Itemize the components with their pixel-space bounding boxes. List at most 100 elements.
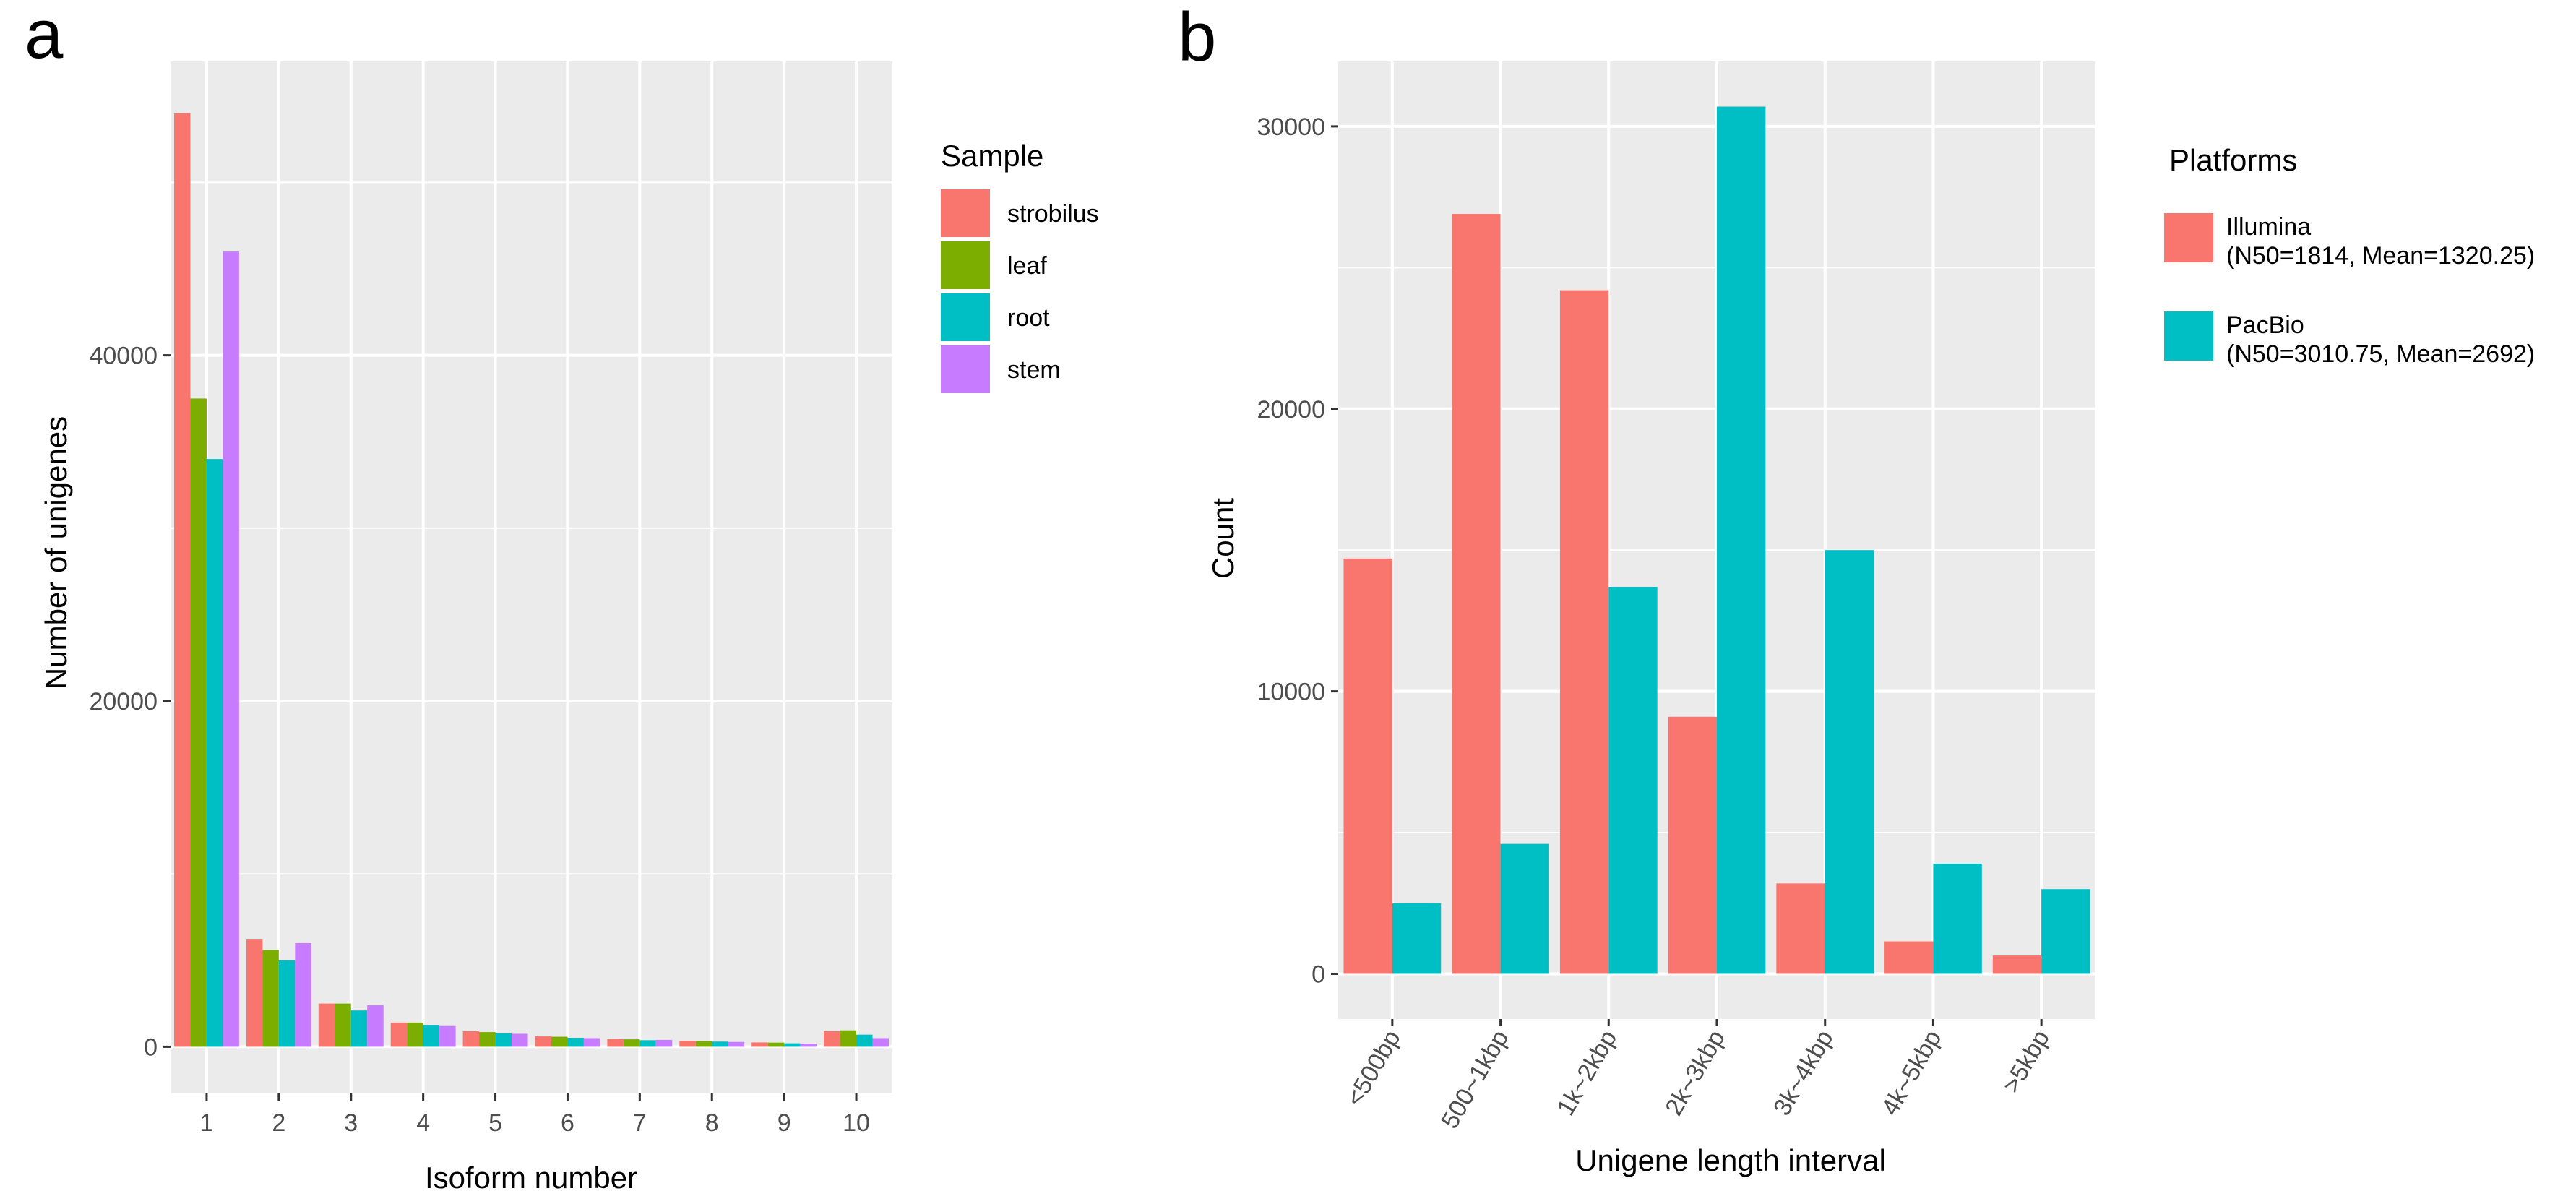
panel-a-letter: a <box>25 0 64 73</box>
chart-a-y-axis-title: Number of unigenes <box>39 416 73 689</box>
chart-a-legend: Sample strobilus leaf root stem <box>941 139 1099 393</box>
y-tick-label: 30000 <box>1257 113 1325 141</box>
bar-strobilus-8 <box>679 1041 696 1047</box>
legend-key-strobilus <box>941 189 990 237</box>
chart-b-legend-title: Platforms <box>2169 143 2297 177</box>
bar-strobilus-6 <box>535 1036 551 1047</box>
legend-key-root <box>941 293 990 341</box>
bar-leaf-2 <box>262 950 279 1047</box>
x-tick-label: >5kbp <box>1997 1025 2055 1098</box>
chart-b: 0 10000 20000 30000 <500bp 500~1kbp 1k~2kbp 2k… <box>1206 61 2535 1177</box>
bar-illumina-500-1kbp <box>1452 214 1501 974</box>
x-tick-label: 4 <box>416 1109 430 1137</box>
bar-leaf-1 <box>190 398 207 1047</box>
bar-stem-1 <box>223 251 239 1047</box>
x-tick-label: 6 <box>561 1109 574 1137</box>
legend-label-stem: stem <box>1007 356 1061 384</box>
legend-key-illumina <box>2164 213 2213 262</box>
chart-a-y-axis: 0 20000 40000 <box>89 343 171 1061</box>
x-tick-label: 2k~3kbp <box>1660 1025 1731 1120</box>
bar-leaf-3 <box>335 1003 351 1047</box>
x-tick-label: <500bp <box>1341 1025 1406 1111</box>
bar-illumina-5kbp <box>1992 955 2042 974</box>
x-tick-label: 9 <box>777 1109 791 1137</box>
bar-stem-5 <box>512 1033 528 1047</box>
bar-root-4 <box>423 1025 440 1047</box>
bar-pacbio-500-1kbp <box>1500 843 1549 974</box>
bar-strobilus-5 <box>462 1031 480 1047</box>
bar-leaf-4 <box>407 1022 423 1047</box>
bar-strobilus-2 <box>246 939 263 1047</box>
bar-root-8 <box>712 1041 728 1047</box>
legend-label-illumina: Illumina <box>2226 213 2311 241</box>
bar-stem-2 <box>295 942 311 1047</box>
y-tick-label: 20000 <box>1257 396 1325 423</box>
legend-key-pacbio <box>2164 311 2213 361</box>
bar-root-5 <box>495 1033 512 1047</box>
panel-b-letter: b <box>1178 0 1216 76</box>
x-tick-label: 8 <box>705 1109 719 1137</box>
bar-leaf-5 <box>479 1032 496 1047</box>
bar-root-7 <box>639 1040 656 1047</box>
bar-stem-6 <box>583 1038 600 1047</box>
legend-label-root: root <box>1007 304 1050 332</box>
bar-root-9 <box>784 1043 801 1047</box>
bar-stem-3 <box>367 1005 384 1047</box>
y-tick-label: 20000 <box>89 688 158 715</box>
bar-pacbio-1k-2kbp <box>1608 586 1658 974</box>
bar-root-2 <box>278 960 296 1047</box>
bar-leaf-9 <box>767 1042 785 1047</box>
legend-sublabel-pacbio: (N50=3010.75, Mean=2692) <box>2226 340 2535 368</box>
chart-b-y-axis-title: Count <box>1206 498 1240 579</box>
x-tick-label: 10 <box>843 1109 870 1137</box>
bar-pacbio-4k-5kbp <box>1933 864 1982 974</box>
x-tick-label: 3k~4kbp <box>1768 1025 1839 1120</box>
bar-leaf-10 <box>840 1030 857 1047</box>
chart-b-x-axis: <500bp 500~1kbp 1k~2kbp 2k~3kbp 3k~4kbp 4k~5k… <box>1341 1019 2055 1133</box>
bar-stem-10 <box>872 1038 889 1047</box>
bar-strobilus-3 <box>318 1003 335 1047</box>
bar-strobilus-10 <box>824 1031 840 1047</box>
chart-a-major-gridlines <box>171 61 892 1093</box>
x-tick-label: 5 <box>488 1109 502 1137</box>
y-tick-label: 0 <box>144 1033 158 1061</box>
legend-key-stem <box>941 345 990 393</box>
bar-illumina-500bp <box>1343 558 1392 974</box>
bar-strobilus-9 <box>751 1042 768 1047</box>
x-tick-label: 3 <box>344 1109 358 1137</box>
y-tick-label: 10000 <box>1257 679 1325 706</box>
bar-strobilus-1 <box>173 113 191 1047</box>
bar-root-1 <box>206 459 223 1047</box>
bar-pacbio-2k-3kbp <box>1717 106 1766 974</box>
bar-stem-7 <box>655 1039 673 1047</box>
legend-key-leaf <box>941 241 990 289</box>
legend-label-pacbio: PacBio <box>2226 311 2304 339</box>
bar-illumina-1k-2kbp <box>1559 290 1609 974</box>
chart-a: 0 20000 40000 1 2 3 4 5 6 7 8 9 10 Isoform number N… <box>39 61 1099 1195</box>
chart-a-bars <box>173 113 889 1047</box>
bar-root-10 <box>856 1034 873 1047</box>
chart-a-x-axis: 1 2 3 4 5 6 7 8 9 10 <box>199 1093 870 1137</box>
legend-sublabel-illumina: (N50=1814, Mean=1320.25) <box>2226 242 2535 270</box>
y-tick-label: 40000 <box>89 343 158 370</box>
chart-b-x-axis-title: Unigene length interval <box>1575 1143 1886 1177</box>
x-tick-label: 500~1kbp <box>1436 1025 1514 1133</box>
chart-a-legend-title: Sample <box>941 139 1043 173</box>
legend-label-strobilus: strobilus <box>1007 200 1099 228</box>
x-tick-label: 4k~5kbp <box>1877 1025 1947 1120</box>
chart-b-bars <box>1343 106 2090 974</box>
bar-pacbio-500bp <box>1392 903 1442 974</box>
chart-a-x-axis-title: Isoform number <box>425 1161 637 1195</box>
bar-root-3 <box>350 1010 368 1047</box>
x-tick-label: 7 <box>633 1109 647 1137</box>
bar-strobilus-4 <box>390 1022 408 1047</box>
bar-illumina-2k-3kbp <box>1668 716 1717 974</box>
chart-b-y-axis: 0 10000 20000 30000 <box>1257 113 1338 988</box>
bar-leaf-7 <box>623 1039 640 1047</box>
bar-strobilus-7 <box>607 1039 624 1047</box>
chart-a-minor-gridlines <box>171 181 892 875</box>
legend-label-leaf: leaf <box>1007 252 1047 280</box>
bar-stem-9 <box>800 1044 817 1047</box>
bar-pacbio-3k-4kbp <box>1825 550 1874 974</box>
